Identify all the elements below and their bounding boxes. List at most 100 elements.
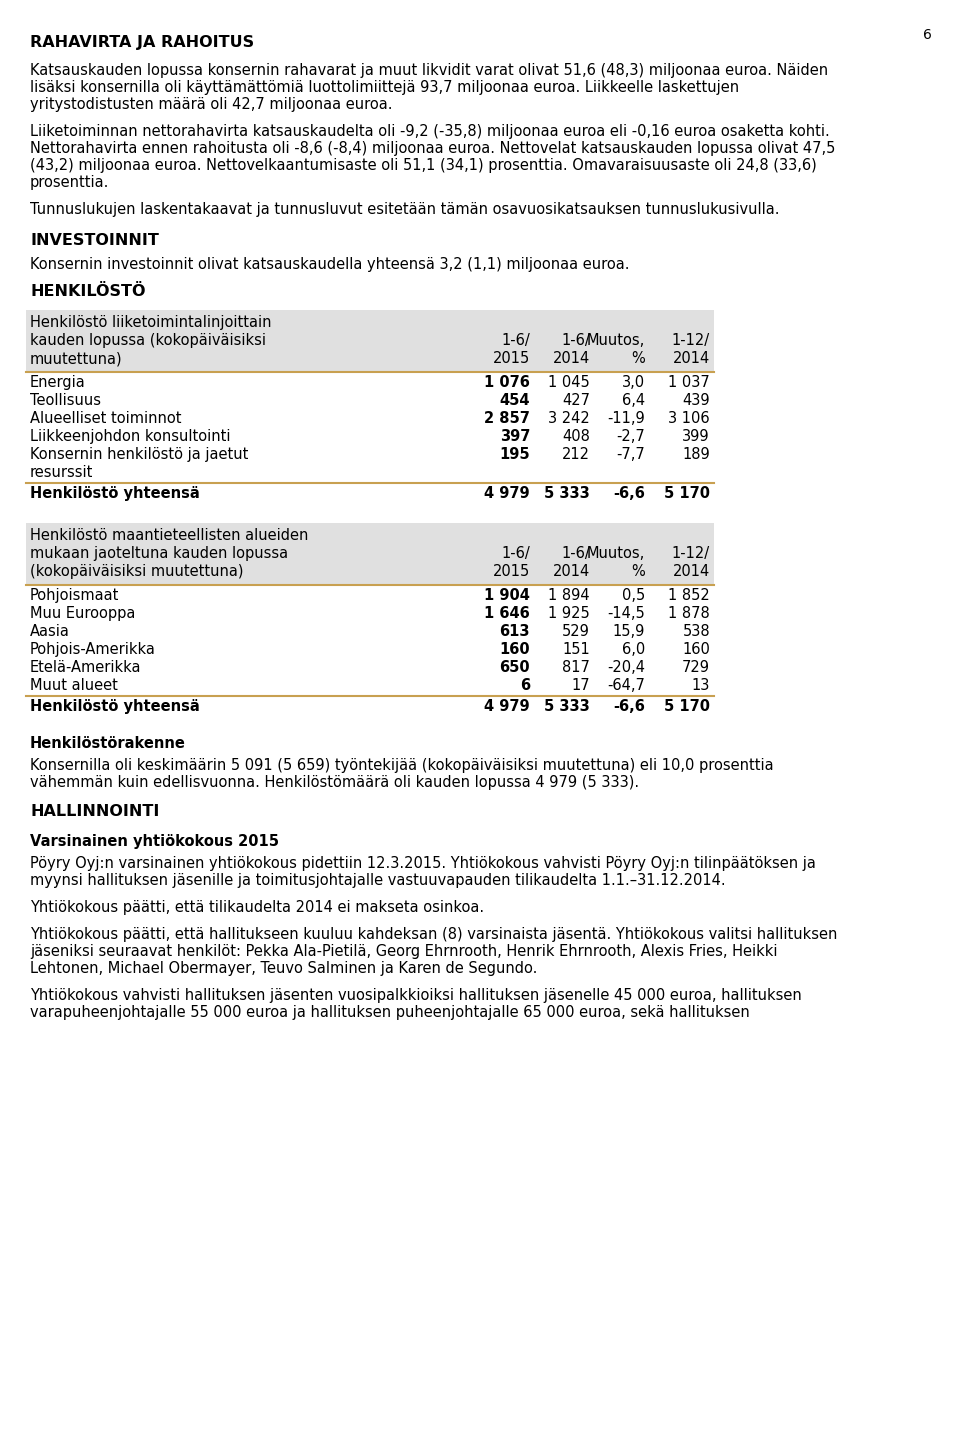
Text: 2014: 2014 <box>673 352 710 366</box>
Text: Etelä-Amerikka: Etelä-Amerikka <box>30 660 141 674</box>
Text: 1-6/: 1-6/ <box>501 333 530 347</box>
Text: 1-6/: 1-6/ <box>562 333 590 347</box>
Text: 160: 160 <box>499 643 530 657</box>
Text: 1 076: 1 076 <box>484 375 530 391</box>
Text: 1-12/: 1-12/ <box>672 546 710 561</box>
Text: -11,9: -11,9 <box>608 411 645 427</box>
Text: Katsauskauden lopussa konsernin rahavarat ja muut likvidit varat olivat 51,6 (48: Katsauskauden lopussa konsernin rahavara… <box>30 63 828 78</box>
Text: Yhtiökokous päätti, että tilikaudelta 2014 ei makseta osinkoa.: Yhtiökokous päätti, että tilikaudelta 20… <box>30 901 484 915</box>
Text: Henkilöstö liiketoimintalinjoittain: Henkilöstö liiketoimintalinjoittain <box>30 316 272 330</box>
Text: Henkilöstö maantieteellisten alueiden: Henkilöstö maantieteellisten alueiden <box>30 527 308 543</box>
Text: Yhtiökokous vahvisti hallituksen jäsenten vuosipalkkioiksi hallituksen jäsenelle: Yhtiökokous vahvisti hallituksen jäsente… <box>30 989 802 1003</box>
Text: 6,4: 6,4 <box>622 393 645 408</box>
Text: (kokopäiväisiksi muutettuna): (kokopäiväisiksi muutettuna) <box>30 563 244 579</box>
Text: 189: 189 <box>683 447 710 463</box>
Text: Konsernin investoinnit olivat katsauskaudella yhteensä 3,2 (1,1) miljoonaa euroa: Konsernin investoinnit olivat katsauskau… <box>30 256 630 272</box>
Text: Pohjoismaat: Pohjoismaat <box>30 588 119 602</box>
Text: 729: 729 <box>682 660 710 674</box>
Text: 5 333: 5 333 <box>544 486 590 501</box>
Text: -7,7: -7,7 <box>616 447 645 463</box>
Text: 151: 151 <box>563 643 590 657</box>
Text: 1-6/: 1-6/ <box>501 546 530 561</box>
Text: 2014: 2014 <box>553 352 590 366</box>
Text: muutettuna): muutettuna) <box>30 352 123 366</box>
Text: Energia: Energia <box>30 375 85 391</box>
Text: RAHAVIRTA JA RAHOITUS: RAHAVIRTA JA RAHOITUS <box>30 35 254 50</box>
Text: Henkilöstörakenne: Henkilöstörakenne <box>30 736 186 751</box>
Text: HENKILÖSTÖ: HENKILÖSTÖ <box>30 284 146 298</box>
Text: 1 894: 1 894 <box>548 588 590 602</box>
Text: 2015: 2015 <box>492 563 530 579</box>
Text: Pöyry Oyj:n varsinainen yhtiökokous pidettiin 12.3.2015. Yhtiökokous vahvisti Pö: Pöyry Oyj:n varsinainen yhtiökokous pide… <box>30 856 816 870</box>
Text: Muu Eurooppa: Muu Eurooppa <box>30 607 135 621</box>
Text: yritystodistusten määrä oli 42,7 miljoonaa euroa.: yritystodistusten määrä oli 42,7 miljoon… <box>30 97 393 112</box>
Text: 0,5: 0,5 <box>622 588 645 602</box>
Text: -20,4: -20,4 <box>607 660 645 674</box>
Text: Aasia: Aasia <box>30 624 70 638</box>
Text: prosenttia.: prosenttia. <box>30 174 109 190</box>
Text: Teollisuus: Teollisuus <box>30 393 101 408</box>
Text: Henkilöstö yhteensä: Henkilöstö yhteensä <box>30 699 200 713</box>
Text: lisäksi konsernilla oli käyttämättömiä luottolimiittejä 93,7 miljoonaa euroa. Li: lisäksi konsernilla oli käyttämättömiä l… <box>30 81 739 95</box>
Text: Henkilöstö yhteensä: Henkilöstö yhteensä <box>30 486 200 501</box>
Text: Tunnuslukujen laskentakaavat ja tunnusluvut esitetään tämän osavuosikatsauksen t: Tunnuslukujen laskentakaavat ja tunnuslu… <box>30 202 780 218</box>
Text: jäseniksi seuraavat henkilöt: Pekka Ala-Pietilä, Georg Ehrnrooth, Henrik Ehrnroo: jäseniksi seuraavat henkilöt: Pekka Ala-… <box>30 944 778 960</box>
Bar <box>26 310 714 372</box>
Text: 399: 399 <box>683 429 710 444</box>
Text: Varsinainen yhtiökokous 2015: Varsinainen yhtiökokous 2015 <box>30 834 279 849</box>
Text: 1 904: 1 904 <box>484 588 530 602</box>
Text: 4 979: 4 979 <box>485 699 530 713</box>
Text: Nettorahavirta ennen rahoitusta oli -8,6 (-8,4) miljoonaa euroa. Nettovelat kats: Nettorahavirta ennen rahoitusta oli -8,6… <box>30 141 835 156</box>
Text: Muut alueet: Muut alueet <box>30 679 118 693</box>
Text: %: % <box>632 563 645 579</box>
Text: 538: 538 <box>683 624 710 638</box>
Text: Yhtiökokous päätti, että hallitukseen kuuluu kahdeksan (8) varsinaista jäsentä. : Yhtiökokous päätti, että hallitukseen ku… <box>30 927 837 942</box>
Text: Lehtonen, Michael Obermayer, Teuvo Salminen ja Karen de Segundo.: Lehtonen, Michael Obermayer, Teuvo Salmi… <box>30 961 538 976</box>
Text: 2015: 2015 <box>492 352 530 366</box>
Text: (43,2) miljoonaa euroa. Nettovelkaantumisaste oli 51,1 (34,1) prosenttia. Omavar: (43,2) miljoonaa euroa. Nettovelkaantumi… <box>30 159 817 173</box>
Text: 5 170: 5 170 <box>664 486 710 501</box>
Text: 2014: 2014 <box>553 563 590 579</box>
Text: 1 646: 1 646 <box>484 607 530 621</box>
Text: 1 878: 1 878 <box>668 607 710 621</box>
Text: INVESTOINNIT: INVESTOINNIT <box>30 233 158 248</box>
Text: Liikkeenjohdon konsultointi: Liikkeenjohdon konsultointi <box>30 429 230 444</box>
Text: HALLINNOINTI: HALLINNOINTI <box>30 804 159 818</box>
Text: 5 170: 5 170 <box>664 699 710 713</box>
Text: 5 333: 5 333 <box>544 699 590 713</box>
Text: 397: 397 <box>499 429 530 444</box>
Text: 17: 17 <box>571 679 590 693</box>
Text: 3 106: 3 106 <box>668 411 710 427</box>
Text: 13: 13 <box>691 679 710 693</box>
Text: Konsernin henkilöstö ja jaetut: Konsernin henkilöstö ja jaetut <box>30 447 249 463</box>
Text: resurssit: resurssit <box>30 465 93 480</box>
Text: -2,7: -2,7 <box>616 429 645 444</box>
Text: 3,0: 3,0 <box>622 375 645 391</box>
Text: 408: 408 <box>563 429 590 444</box>
Text: 1 037: 1 037 <box>668 375 710 391</box>
Text: vähemmän kuin edellisvuonna. Henkilöstömäärä oli kauden lopussa 4 979 (5 333).: vähemmän kuin edellisvuonna. Henkilöstöm… <box>30 775 639 790</box>
Text: kauden lopussa (kokopäiväisiksi: kauden lopussa (kokopäiväisiksi <box>30 333 266 347</box>
Text: 6: 6 <box>924 27 932 42</box>
Text: 650: 650 <box>499 660 530 674</box>
Text: -6,6: -6,6 <box>613 486 645 501</box>
Text: 160: 160 <box>683 643 710 657</box>
Text: 6: 6 <box>520 679 530 693</box>
Text: 439: 439 <box>683 393 710 408</box>
Text: 454: 454 <box>499 393 530 408</box>
Text: 817: 817 <box>563 660 590 674</box>
Text: 4 979: 4 979 <box>485 486 530 501</box>
Text: 3 242: 3 242 <box>548 411 590 427</box>
Text: 613: 613 <box>499 624 530 638</box>
Text: 1-6/: 1-6/ <box>562 546 590 561</box>
Text: 529: 529 <box>563 624 590 638</box>
Text: -64,7: -64,7 <box>607 679 645 693</box>
Text: 1 045: 1 045 <box>548 375 590 391</box>
Text: %: % <box>632 352 645 366</box>
Text: 6,0: 6,0 <box>622 643 645 657</box>
Text: Pohjois-Amerikka: Pohjois-Amerikka <box>30 643 156 657</box>
Text: 1-12/: 1-12/ <box>672 333 710 347</box>
Text: Alueelliset toiminnot: Alueelliset toiminnot <box>30 411 181 427</box>
Text: 195: 195 <box>499 447 530 463</box>
Text: Konsernilla oli keskimäärin 5 091 (5 659) työntekijää (kokopäiväisiksi muutettun: Konsernilla oli keskimäärin 5 091 (5 659… <box>30 758 774 772</box>
